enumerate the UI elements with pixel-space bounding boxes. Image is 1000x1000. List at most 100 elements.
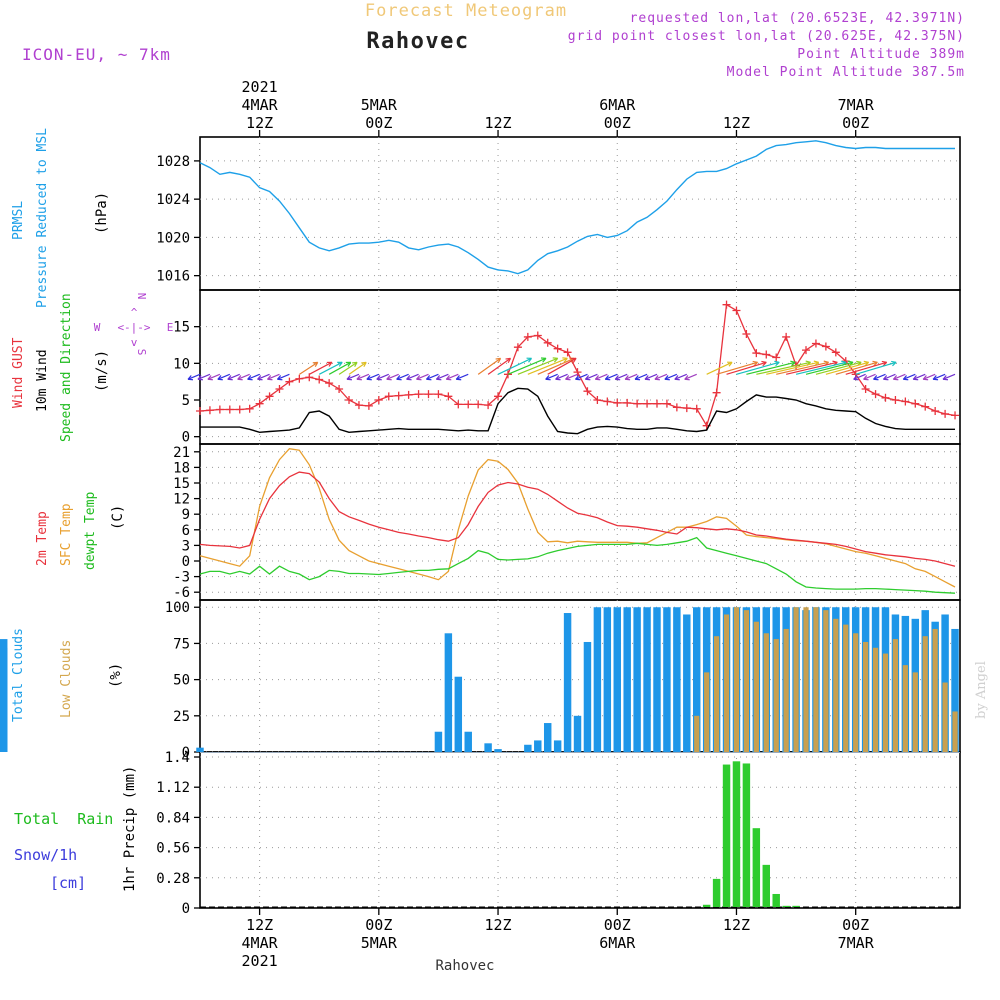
gust-marker [354, 401, 363, 410]
total-cloud-bar [563, 613, 572, 752]
gust-marker [821, 342, 830, 351]
wind-arrow [853, 373, 866, 380]
sfc-temp-line [199, 448, 956, 588]
date-label-top: 4MAR [242, 96, 279, 114]
total-cloud-bar [534, 740, 542, 752]
wind-arrow [605, 373, 618, 380]
gust-marker [225, 405, 234, 414]
wind-arrow [835, 361, 878, 375]
wind-arrow-head [425, 375, 432, 381]
wind-arrow [595, 373, 608, 380]
wind-arrow [257, 373, 270, 380]
low-cloud-bar [783, 628, 789, 752]
x-label-top: 00Z [365, 114, 392, 132]
wind-arrow [863, 373, 876, 380]
low-cloud-bar [763, 633, 769, 752]
low-cloud-bar [704, 672, 710, 752]
wind-arrow [624, 373, 638, 380]
x-label-bottom: 12Z [484, 916, 511, 934]
gust-marker [474, 400, 483, 409]
wind-arrow-head [526, 357, 533, 363]
wind-arrow [406, 373, 419, 380]
wind-arrow [903, 373, 916, 380]
rain-bar [782, 905, 790, 907]
date-label-top: 6MAR [599, 96, 636, 114]
wind-arrow-head [352, 361, 358, 367]
wind-arrow-head [247, 375, 253, 381]
total-cloud-bar [454, 676, 463, 752]
gust-marker [692, 404, 701, 413]
gust-marker [484, 401, 493, 410]
point-altitude: Point Altitude 389m [797, 47, 965, 62]
gust-marker [802, 346, 811, 355]
wind-arrow [436, 373, 449, 380]
wind-arrow [716, 361, 758, 375]
pressure-unit: (hPa) [94, 192, 110, 234]
x-label-top: 12Z [723, 114, 750, 132]
low-cloud-bar [773, 639, 779, 752]
x-label-bottom: 00Z [604, 916, 631, 934]
total-cloud-bar [603, 607, 612, 752]
wind-arrow-head [545, 375, 551, 381]
wind-arrow [416, 373, 429, 380]
total-cloud-bar [683, 614, 691, 752]
year-label-top: 2021 [242, 78, 278, 96]
rain-bar [712, 878, 721, 907]
gust-marker [662, 399, 671, 408]
wind-arrow [746, 361, 796, 375]
gust-marker [494, 392, 503, 401]
wind-arrow-head [614, 375, 621, 381]
clouds-unit: (%) [108, 663, 124, 688]
total-cloud-bar [444, 633, 453, 752]
time-axis: 12Z12Z4MAR4MAR2021202100Z00Z5MAR5MAR12Z1… [242, 78, 875, 970]
gust-marker [931, 407, 940, 415]
wind-arrow [706, 361, 733, 375]
wind-arrow-head [863, 375, 869, 381]
wind-arrow-head [435, 375, 442, 381]
wind-arrow-head [227, 375, 233, 381]
compass-row: <-|-> [117, 321, 150, 334]
temp-series [199, 448, 956, 594]
wind-arrow [277, 373, 290, 380]
wind-arrow-head [187, 375, 194, 381]
gust-marker [364, 401, 373, 410]
gust-marker [652, 399, 661, 408]
wind-arrow-head [396, 375, 402, 381]
gust-marker [613, 398, 622, 407]
gust-marker [374, 396, 383, 404]
compass-east: E [167, 321, 174, 334]
total-cloud-bar [951, 628, 959, 752]
wind-arrow [614, 373, 628, 380]
wind-arrow [545, 373, 558, 380]
wind-arrow-head [540, 357, 547, 363]
wind-arrow-head [892, 375, 899, 381]
wind-arrow-head [565, 375, 571, 381]
y-tick-label: 100 [165, 600, 190, 616]
compass-bottom-arrow: v [131, 336, 138, 349]
low-cloud-bar [733, 607, 740, 752]
pressure-line [199, 140, 955, 275]
gust-marker [861, 385, 870, 393]
gust-marker [285, 377, 294, 386]
wind-arrow [555, 373, 568, 380]
wind-arrow-head [853, 375, 859, 381]
gust-marker [633, 399, 642, 408]
wind-arrow [644, 373, 658, 380]
wind-arrow [776, 361, 829, 375]
date-label-bottom: 6MAR [599, 934, 636, 952]
low-cloud-bar [803, 607, 809, 752]
wind-arrow-head [774, 360, 780, 367]
wind-arrow [786, 361, 838, 375]
gust-marker [643, 399, 652, 408]
total-cloud-bar [553, 740, 562, 752]
gust-marker [672, 403, 681, 412]
grid-point-coords: grid point closest lon,lat (20.625E, 42.… [568, 29, 965, 44]
wind-arrow [426, 373, 439, 380]
wind-line [200, 387, 955, 435]
total-cloud-bar [583, 641, 592, 752]
wind-arrow-head [922, 375, 929, 381]
wind-arrow [328, 361, 352, 375]
gust-marker [384, 392, 393, 401]
rain-bar [792, 905, 800, 907]
gust-marker [533, 331, 542, 340]
